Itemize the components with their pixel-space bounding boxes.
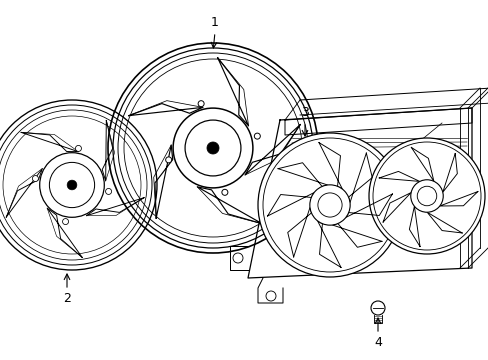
- Circle shape: [75, 145, 81, 152]
- Circle shape: [372, 142, 480, 250]
- Circle shape: [258, 133, 401, 277]
- Circle shape: [265, 291, 275, 301]
- Circle shape: [49, 162, 94, 208]
- Circle shape: [309, 185, 349, 225]
- Circle shape: [222, 189, 227, 195]
- Circle shape: [32, 176, 39, 181]
- Circle shape: [62, 219, 68, 225]
- Text: 4: 4: [373, 336, 381, 348]
- Circle shape: [368, 138, 484, 254]
- Text: 1: 1: [211, 15, 219, 28]
- Circle shape: [165, 157, 171, 163]
- Text: 2: 2: [63, 292, 71, 305]
- Circle shape: [317, 193, 342, 217]
- Circle shape: [263, 138, 396, 272]
- Circle shape: [370, 301, 384, 315]
- Circle shape: [254, 133, 260, 139]
- Circle shape: [206, 142, 219, 154]
- Circle shape: [173, 108, 252, 188]
- Circle shape: [198, 101, 203, 107]
- Circle shape: [232, 253, 243, 263]
- Text: 3: 3: [301, 105, 308, 118]
- Circle shape: [40, 153, 104, 217]
- Circle shape: [184, 120, 241, 176]
- Circle shape: [416, 186, 436, 206]
- Circle shape: [105, 188, 111, 194]
- Circle shape: [67, 180, 77, 190]
- Circle shape: [410, 180, 442, 212]
